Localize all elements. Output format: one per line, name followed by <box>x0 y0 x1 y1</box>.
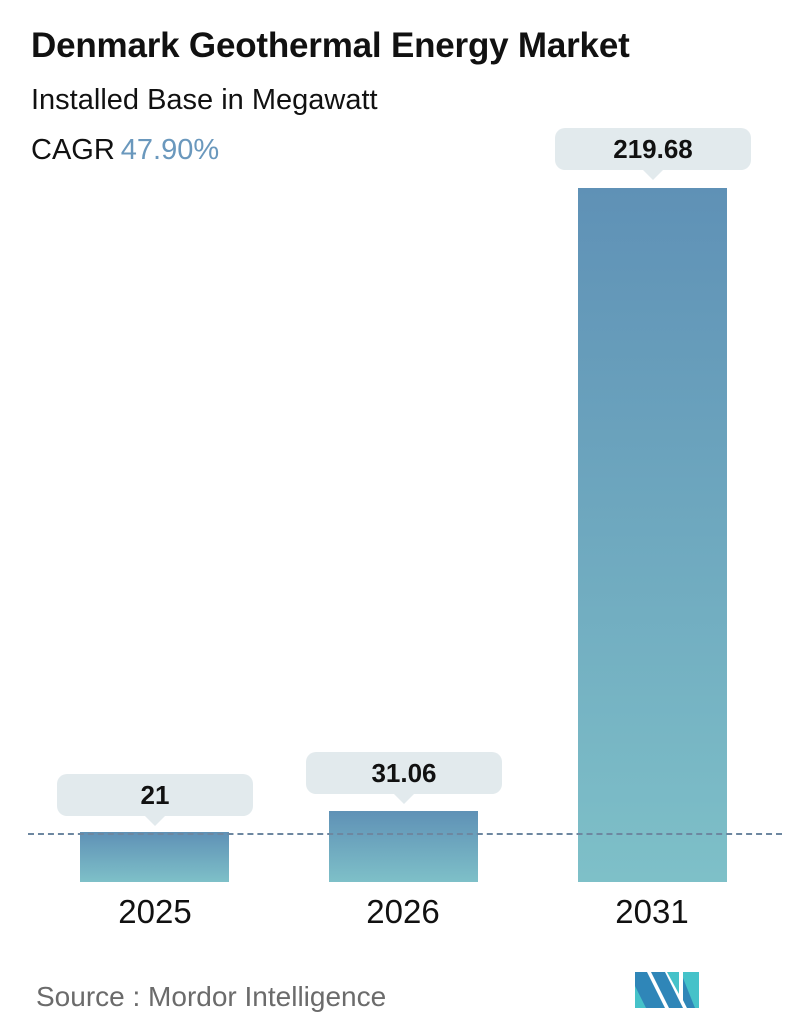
bar-2026 <box>329 811 478 882</box>
bar-2025 <box>80 832 229 882</box>
cagr: CAGR 47.90% <box>31 134 219 167</box>
mordor-logo-icon <box>635 972 699 1008</box>
x-tick-2031: 2031 <box>615 893 689 930</box>
x-tick-2025: 2025 <box>118 893 192 930</box>
chart-subtitle: Installed Base in Megawatt <box>31 84 378 116</box>
cagr-label: CAGR <box>31 134 115 166</box>
value-label-2025: 21 <box>57 774 253 826</box>
x-tick-2026: 2026 <box>366 893 440 930</box>
baseline-dashed-line <box>28 833 782 835</box>
value-label-2031: 219.68 <box>555 128 751 180</box>
chart-title: Denmark Geothermal Energy Market <box>31 26 630 65</box>
value-label-2026: 31.06 <box>306 752 502 804</box>
bar-2031 <box>578 188 727 882</box>
source-text: Source : Mordor Intelligence <box>36 981 387 1012</box>
cagr-value: 47.90% <box>120 134 220 166</box>
